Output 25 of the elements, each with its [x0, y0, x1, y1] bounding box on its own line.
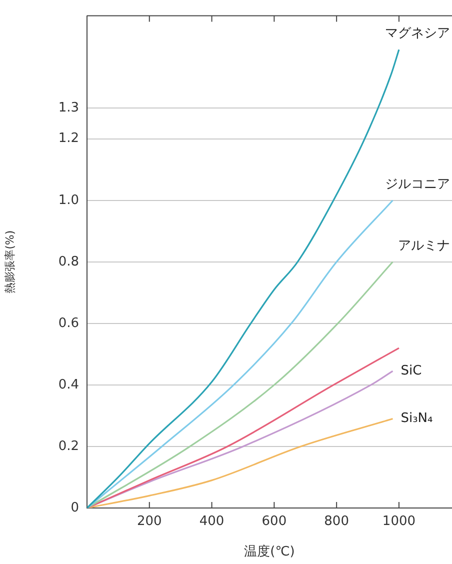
y-tick-label: 0.4 [58, 377, 79, 392]
x-tick-label: 400 [199, 514, 224, 530]
series-label: SiC [400, 363, 422, 378]
x-tick-label: 200 [136, 514, 162, 530]
y-tick-label: 1.2 [58, 131, 79, 146]
line-series [87, 261, 394, 508]
y-tick-label: 1.0 [58, 192, 79, 208]
series-label: マグネシア [385, 26, 450, 42]
y-tick-label: 1.3 [58, 100, 79, 116]
y-tick-label: 0 [70, 500, 79, 516]
line-series [87, 48, 400, 508]
series-label: ジルコニア [385, 176, 450, 192]
series-label: Si₃N₄ [400, 411, 433, 426]
x-tick-label: 800 [324, 514, 349, 530]
series-label: アルミナ [398, 238, 450, 254]
x-axis-title: 温度(℃) [244, 544, 295, 560]
y-tick-label: 0.6 [58, 316, 79, 331]
x-tick-label: 600 [262, 514, 287, 530]
y-tick-label: 0.8 [58, 254, 79, 270]
x-tick-label: 1000 [382, 514, 416, 530]
y-tick-label: 0.2 [58, 438, 79, 454]
line-series [87, 418, 394, 508]
line-series [87, 200, 394, 508]
line-series [87, 347, 400, 508]
y-axis-title: 熱膨張率(%) [3, 230, 16, 294]
